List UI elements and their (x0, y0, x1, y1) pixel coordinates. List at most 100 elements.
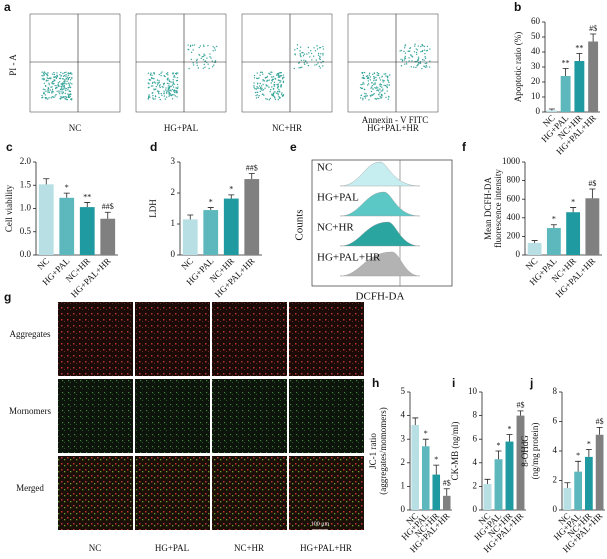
cloud-dot (265, 84, 267, 86)
bar (563, 487, 572, 510)
cloud-dot (282, 80, 285, 83)
cloud-dot (372, 88, 374, 90)
cloud-dot (69, 72, 72, 75)
cloud-dot (274, 91, 276, 93)
cloud-dot (149, 79, 152, 81)
cloud-dot (322, 65, 324, 67)
cloud-dot (278, 90, 280, 92)
cloud-dot (196, 64, 198, 67)
error-bar (228, 194, 235, 199)
cloud-dot (359, 97, 362, 99)
plot-frame (311, 159, 453, 287)
cloud-dot (44, 94, 47, 96)
cloud-dot (162, 82, 165, 85)
cloud-dot (362, 99, 364, 101)
y-tick-label: 0 (536, 106, 541, 116)
cloud-dot (63, 74, 66, 77)
cloud-dot (62, 88, 65, 90)
cloud-dot (65, 95, 67, 98)
cloud-dot (158, 85, 161, 87)
cloud-dot (381, 93, 383, 96)
y-tick-label: 60 (531, 16, 541, 26)
cloud-dot (317, 62, 319, 64)
cloud-dot (322, 45, 324, 48)
cloud-dot (416, 64, 419, 66)
cloud-dot (254, 91, 257, 94)
cloud-dot (209, 53, 211, 55)
y-axis-label: LDH (148, 199, 158, 218)
cloud-dot (403, 50, 405, 53)
y-tick-label: 1 (171, 218, 176, 228)
cloud-dot (48, 97, 50, 99)
cloud-dot (160, 72, 162, 75)
cloud-dot (376, 74, 378, 76)
y-tick-label: 0 (401, 504, 406, 514)
cloud-dot (271, 79, 273, 81)
cloud-dot (359, 86, 362, 89)
cloud-dot (361, 71, 363, 74)
cloud-dot (258, 85, 261, 87)
error-bar (412, 417, 419, 426)
cloud-dot (261, 71, 264, 74)
cloud-dot (271, 93, 273, 95)
cloud-dot (47, 72, 49, 74)
cloud-dot (68, 76, 71, 79)
cloud-dot (403, 47, 406, 49)
cloud-dot (167, 74, 169, 76)
cloud-dot (151, 74, 153, 76)
significance-label: #$ (588, 179, 596, 188)
cloud-dot (388, 84, 390, 86)
cloud-dot (53, 73, 56, 76)
y-axis-label: CK-MB (ng/ml) (450, 422, 460, 481)
cloud-dot (322, 52, 324, 55)
cloud-dot (382, 88, 384, 90)
panel-letter: b (514, 0, 521, 14)
image-tile (212, 456, 287, 530)
cloud-dot (363, 83, 365, 85)
cloud-dot (268, 73, 271, 75)
cloud-dot (58, 90, 60, 92)
cloud-dot (318, 65, 321, 68)
cloud-dot (309, 56, 311, 58)
cloud-dot (175, 89, 177, 92)
cloud-dot (48, 82, 50, 85)
cloud-dot (65, 98, 67, 100)
cloud-dot (256, 72, 258, 74)
y-tick-label: 2 (401, 457, 406, 467)
cloud-dot (368, 72, 371, 74)
cloud-dot (257, 77, 259, 80)
y-tick-label: 5 (401, 386, 406, 396)
cloud-dot (276, 83, 278, 86)
cloud-dot (45, 97, 47, 100)
cloud-dot (47, 77, 49, 80)
cloud-dot (301, 51, 303, 54)
cloud-dot (155, 85, 157, 88)
error-bar (575, 460, 582, 472)
cloud-dot (52, 73, 54, 75)
cloud-dot (253, 85, 255, 87)
cloud-dot (64, 98, 66, 100)
cloud-dot (417, 56, 420, 58)
cloud-dot (55, 86, 57, 89)
error-bar (564, 482, 571, 488)
cloud-dot (317, 54, 320, 56)
cloud-dot (165, 96, 168, 98)
cloud-dot (316, 48, 319, 50)
panel-letter: a (4, 0, 11, 14)
cloud-dot (313, 55, 315, 57)
cloud-dot (423, 45, 426, 48)
cloud-dot (60, 95, 62, 98)
histogram-overlay: NC HG+PAL NC+HR HG+PAL+HR (311, 159, 453, 287)
cloud-dot (373, 75, 375, 78)
group-label: NC (69, 123, 82, 133)
significance-label: #$ (517, 401, 525, 410)
cloud-dot (44, 88, 46, 91)
cloud-dot (315, 59, 317, 61)
y-axis-label: JC-1 ratio (368, 433, 378, 469)
significance-label: #$ (589, 24, 597, 33)
cloud-dot (262, 89, 265, 91)
y-tick-label: 1000 (502, 156, 521, 166)
cloud-dot (65, 74, 67, 76)
cloud-dot (65, 96, 68, 99)
cloud-dot (416, 49, 419, 51)
